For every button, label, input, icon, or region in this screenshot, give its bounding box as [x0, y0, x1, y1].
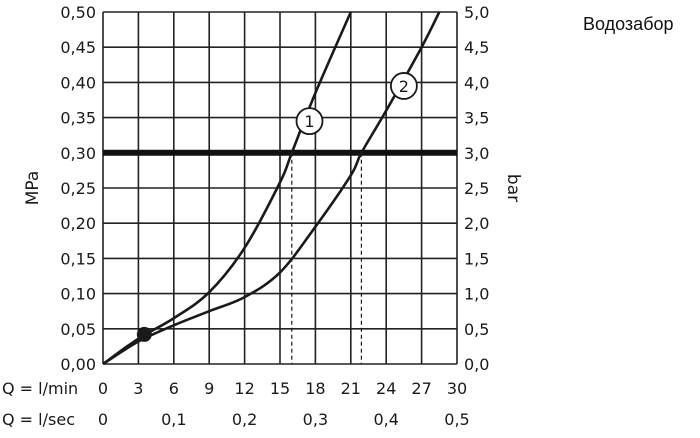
x-tick-label: 0,5	[444, 410, 469, 429]
y-right-tick-label: 0,0	[464, 355, 489, 374]
x-axis-row-prefix: Q = l/min	[2, 379, 78, 398]
series-group	[102, 11, 441, 366]
tick-labels: 0,000,050,100,150,200,250,300,350,400,45…	[2, 3, 489, 429]
y-right-tick-label: 1,5	[464, 249, 489, 268]
x-tick-label: 0	[98, 410, 108, 429]
x-tick-label: 0,3	[303, 410, 328, 429]
y-right-tick-label: 3,0	[464, 144, 489, 163]
y-right-tick-label: 0,5	[464, 320, 489, 339]
y-right-tick-label: 4,5	[464, 38, 489, 57]
y-axis-right-title: bar	[503, 174, 523, 202]
y-left-tick-label: 0,40	[60, 73, 96, 92]
x-tick-label: 15	[270, 379, 290, 398]
y-left-tick-label: 0,15	[60, 249, 96, 268]
series-callout-label-1: 1	[304, 112, 314, 131]
series-line-2	[102, 11, 441, 366]
x-tick-label: 18	[305, 379, 325, 398]
y-right-tick-label: 3,5	[464, 109, 489, 128]
series-line-1	[102, 11, 352, 366]
y-left-tick-label: 0,20	[60, 214, 96, 233]
x-axis-row-prefix: Q = l/sec	[2, 410, 75, 429]
y-right-tick-label: 2,5	[464, 179, 489, 198]
y-right-tick-label: 1,0	[464, 285, 489, 304]
x-tick-label: 24	[376, 379, 396, 398]
series-callout-circle-2	[389, 72, 418, 100]
x-tick-label: 21	[341, 379, 361, 398]
x-tick-label: 0	[98, 379, 108, 398]
grid	[102, 11, 458, 365]
x-tick-label: 9	[204, 379, 214, 398]
series-callout-label-2: 2	[399, 77, 409, 96]
x-tick-label: 30	[447, 379, 467, 398]
y-left-tick-label: 0,35	[60, 109, 96, 128]
x-tick-label: 12	[234, 379, 254, 398]
y-right-tick-label: 4,0	[464, 73, 489, 92]
x-tick-label: 6	[169, 379, 179, 398]
x-tick-label: 0,1	[161, 410, 186, 429]
series-callout-circle-1	[295, 107, 324, 136]
y-left-tick-label: 0,45	[60, 38, 96, 57]
series-callouts: 12	[295, 72, 418, 136]
y-right-tick-label: 2,0	[464, 214, 489, 233]
y-left-tick-label: 0,25	[60, 179, 96, 198]
y-left-tick-label: 0,05	[60, 320, 96, 339]
page-title: Водозабор	[583, 14, 674, 34]
x-tick-label: 27	[411, 379, 431, 398]
y-left-tick-label: 0,50	[60, 3, 96, 22]
x-tick-label: 3	[133, 379, 143, 398]
x-tick-label: 0,2	[232, 410, 257, 429]
y-left-tick-label: 0,30	[60, 144, 96, 163]
y-left-tick-label: 0,00	[60, 355, 96, 374]
y-left-tick-label: 0,10	[60, 285, 96, 304]
y-axis-left-title: MPa	[23, 171, 43, 206]
marker-point	[136, 326, 152, 342]
y-right-tick-label: 5,0	[464, 3, 489, 22]
x-tick-label: 0,4	[373, 410, 398, 429]
